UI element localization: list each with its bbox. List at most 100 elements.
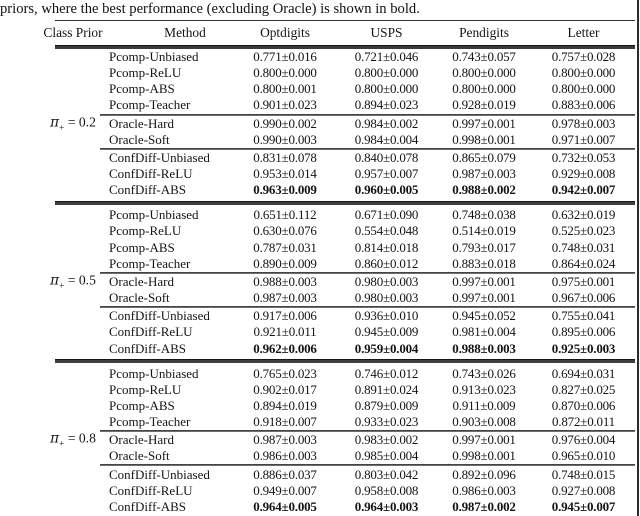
value-cell: 0.967±0.006 [551, 290, 616, 306]
table-header-row: Class Prior Method Optdigits USPS Pendig… [0, 21, 640, 45]
table-row: Oracle-Soft 0.986±0.003 0.985±0.004 0.998±0… [0, 448, 640, 464]
group-confdiff: ConfDiff-Unbiased 0.886±0.037 0.803±0.042 0… [0, 466, 640, 514]
method-cell: Oracle-Soft [109, 131, 170, 147]
value-cell: 0.883±0.018 [452, 255, 516, 271]
value-cell: 0.800±0.000 [354, 81, 419, 97]
table-row: Pcomp-ReLU 0.902±0.017 0.891±0.024 0.913±0.… [0, 382, 640, 398]
value-cell: 0.525±0.023 [551, 223, 616, 239]
value-cell: 0.960±0.005 [354, 182, 419, 198]
value-cell: 0.721±0.046 [354, 49, 419, 65]
value-cell: 0.827±0.025 [551, 381, 616, 397]
value-cell: 0.743±0.026 [452, 365, 516, 381]
value-cell: 0.671±0.090 [354, 207, 419, 223]
value-cell: 0.879±0.009 [354, 397, 419, 413]
value-cell: 0.911±0.009 [452, 397, 516, 413]
group-pcomp: Pcomp-Unbiased 0.765±0.023 0.746±0.012 0.74… [0, 365, 640, 430]
rule-block-separator [55, 359, 635, 363]
value-cell: 0.984±0.002 [354, 115, 419, 131]
value-cell: 0.771±0.016 [253, 49, 317, 65]
value-cell: 0.997±0.001 [452, 290, 516, 306]
value-cell: 0.803±0.042 [354, 466, 419, 482]
header-letter: Letter [567, 25, 600, 41]
value-cell: 0.988±0.003 [253, 273, 317, 289]
value-cell: 0.793±0.017 [452, 239, 516, 255]
value-cell: 0.748±0.015 [551, 466, 616, 482]
table-row: ConfDiff-ReLU 0.949±0.007 0.958±0.008 0.986… [0, 483, 640, 499]
table-row: Pcomp-Teacher 0.890±0.009 0.860±0.012 0.883… [0, 256, 640, 272]
method-cell: ConfDiff-ABS [109, 182, 187, 198]
value-cell: 0.987±0.003 [253, 290, 317, 306]
value-cell: 0.732±0.053 [551, 150, 616, 166]
value-cell: 0.913±0.023 [452, 381, 516, 397]
value-cell: 0.963±0.009 [253, 182, 317, 198]
value-cell: 0.987±0.003 [253, 432, 317, 448]
value-cell: 0.928±0.019 [452, 97, 516, 113]
method-cell: Oracle-Hard [109, 432, 174, 448]
value-cell: 0.936±0.010 [354, 308, 419, 324]
value-cell: 0.933±0.023 [354, 413, 419, 429]
table-row: Oracle-Hard 0.987±0.003 0.983±0.002 0.997±0… [0, 432, 640, 448]
method-cell: Pcomp-ReLU [109, 65, 182, 81]
value-cell: 0.892±0.096 [452, 466, 516, 482]
value-cell: 0.883±0.006 [551, 97, 616, 113]
value-cell: 0.632±0.019 [551, 207, 616, 223]
header-class-prior: Class Prior [43, 25, 103, 41]
value-cell: 0.918±0.007 [253, 413, 317, 429]
rule-partial [100, 430, 635, 433]
table-row: Pcomp-Unbiased 0.651±0.112 0.671±0.090 0.74… [0, 207, 640, 223]
header-method: Method [164, 25, 206, 41]
value-cell: 0.765±0.023 [253, 365, 317, 381]
value-cell: 0.901±0.023 [253, 97, 317, 113]
value-cell: 0.998±0.001 [452, 131, 516, 147]
value-cell: 0.651±0.112 [253, 207, 317, 223]
method-cell: ConfDiff-Unbiased [109, 308, 210, 324]
method-cell: Pcomp-Unbiased [109, 365, 199, 381]
value-cell: 0.927±0.008 [551, 482, 616, 498]
method-cell: Pcomp-Teacher [109, 97, 191, 113]
method-cell: ConfDiff-ReLU [109, 482, 193, 498]
value-cell: 0.886±0.037 [253, 466, 317, 482]
method-cell: Pcomp-ReLU [109, 381, 182, 397]
value-cell: 0.748±0.038 [452, 207, 516, 223]
group-oracle: Oracle-Hard 0.988±0.003 0.980±0.003 0.997±0… [0, 274, 640, 306]
rule-block-separator [55, 201, 635, 205]
rule-partial [100, 306, 635, 309]
value-cell: 0.942±0.007 [551, 182, 616, 198]
group-oracle: Oracle-Hard 0.990±0.002 0.984±0.002 0.997±0… [0, 116, 640, 148]
method-cell: ConfDiff-ABS [109, 498, 187, 514]
value-cell: 0.694±0.031 [551, 365, 616, 381]
table-row: Oracle-Soft 0.987±0.003 0.980±0.003 0.997±0… [0, 290, 640, 306]
results-table: Class Prior Method Optdigits USPS Pendig… [0, 20, 640, 516]
value-cell: 0.925±0.003 [551, 340, 616, 356]
table-row: Pcomp-ReLU 0.800±0.000 0.800±0.000 0.800±0.… [0, 65, 640, 81]
value-cell: 0.964±0.003 [354, 498, 419, 514]
value-cell: 0.985±0.004 [354, 448, 419, 464]
value-cell: 0.800±0.000 [551, 65, 616, 81]
value-cell: 0.971±0.007 [551, 131, 616, 147]
value-cell: 0.949±0.007 [253, 482, 317, 498]
value-cell: 0.800±0.001 [253, 81, 317, 97]
value-cell: 0.983±0.002 [354, 432, 419, 448]
table-row: ConfDiff-Unbiased 0.886±0.037 0.803±0.042 0… [0, 466, 640, 482]
value-cell: 0.959±0.004 [354, 340, 419, 356]
method-cell: Pcomp-ABS [109, 397, 175, 413]
value-cell: 0.978±0.003 [551, 115, 616, 131]
rule-partial [100, 271, 635, 274]
method-cell: ConfDiff-ReLU [109, 324, 193, 340]
value-cell: 0.814±0.018 [354, 239, 419, 255]
table-row: Pcomp-ABS 0.894±0.019 0.879±0.009 0.911±0.0… [0, 398, 640, 414]
value-cell: 0.981±0.004 [452, 324, 516, 340]
value-cell: 0.987±0.003 [452, 166, 516, 182]
value-cell: 0.800±0.000 [253, 65, 317, 81]
table-caption: priors, where the best performance (excl… [0, 1, 420, 17]
table-row: Pcomp-Teacher 0.901±0.023 0.894±0.023 0.928… [0, 97, 640, 113]
value-cell: 0.986±0.003 [253, 448, 317, 464]
table-row: ConfDiff-ReLU 0.953±0.014 0.957±0.007 0.987… [0, 166, 640, 182]
table-row: Pcomp-ABS 0.787±0.031 0.814±0.018 0.793±0.0… [0, 240, 640, 256]
value-cell: 0.865±0.079 [452, 150, 516, 166]
value-cell: 0.957±0.007 [354, 166, 419, 182]
value-cell: 0.975±0.001 [551, 273, 616, 289]
value-cell: 0.903±0.008 [452, 413, 516, 429]
method-cell: ConfDiff-Unbiased [109, 150, 210, 166]
